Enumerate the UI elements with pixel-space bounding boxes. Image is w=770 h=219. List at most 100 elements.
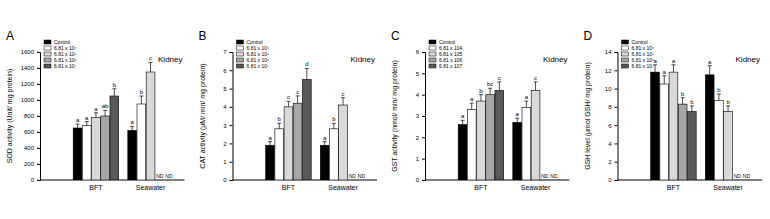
bar (339, 105, 348, 180)
missing-label: ND (358, 173, 366, 179)
tick-mark (615, 125, 618, 126)
significance-letter: b (140, 89, 144, 95)
significance-letter: a (525, 94, 529, 100)
bar (275, 129, 284, 180)
legend-swatch (237, 46, 244, 50)
missing-label: ND (734, 173, 742, 179)
tick-label: 4 (223, 104, 227, 110)
tick-mark (615, 162, 618, 163)
tick-label: 400 (24, 145, 35, 151)
panel-label: A (6, 29, 14, 43)
y-tick: 4 (608, 141, 617, 147)
error-bar (708, 66, 712, 75)
y-tick: 1 (416, 156, 425, 162)
bar (678, 104, 687, 180)
significance-letter: b (113, 82, 117, 88)
tick-label: 3 (416, 113, 420, 119)
tick-label: Seawater (136, 184, 166, 191)
annotation: Kidney (158, 55, 182, 64)
x-tick: Seawater (713, 180, 743, 191)
significance-letter: c (296, 89, 299, 95)
legend-label: 6.81 x 107 (439, 63, 463, 69)
error-bar (139, 96, 143, 104)
tick-label: Seawater (328, 184, 358, 191)
error-bar (305, 68, 309, 79)
y-tick: 0 (31, 177, 40, 183)
annotation: Kidney (736, 55, 760, 64)
significance-letter: ab (102, 103, 109, 109)
tick-label: 10 (605, 86, 612, 92)
tick-label: 6 (223, 68, 227, 74)
bar (110, 96, 119, 180)
tick-mark (230, 107, 233, 108)
panel: C0123456BFTSeawaterGST activity (nmol/ m… (391, 29, 570, 191)
significance-letter: a (131, 119, 135, 125)
x-tick: Seawater (521, 180, 551, 191)
tick-mark (422, 73, 425, 74)
legend-swatch (429, 64, 436, 68)
y-tick: 1200 (21, 81, 40, 87)
legend-swatch (622, 58, 629, 62)
error-bar (130, 126, 134, 130)
y-tick: 5 (223, 86, 232, 92)
tick-label: 1 (223, 159, 227, 165)
bar (266, 145, 275, 180)
tick-label: BFT (667, 184, 681, 191)
plot-area (266, 68, 348, 180)
error-bar (76, 124, 80, 128)
labels: aaababbNDbND (653, 58, 750, 179)
tick-mark (615, 89, 618, 90)
tick-label: 2 (416, 135, 420, 141)
bar (101, 116, 110, 180)
y-tick: 0 (416, 177, 425, 183)
y-tick: 6 (608, 123, 617, 129)
x-tick: BFT (667, 180, 681, 191)
bar (467, 110, 476, 180)
tick-mark (230, 143, 233, 144)
tick-mark (37, 84, 40, 85)
y-axis: 01234567 (223, 49, 233, 183)
x-axis: BFT Seawater (425, 180, 570, 191)
legend-swatch (622, 40, 629, 44)
plot-area (73, 62, 155, 180)
x-axis: BFT Seawater (233, 180, 378, 191)
bar (293, 103, 302, 180)
tick-mark (615, 70, 618, 71)
x-tick: BFT (282, 180, 296, 191)
significance-letter: b (479, 88, 483, 94)
y-tick: 2 (416, 135, 425, 141)
significance-letter: a (516, 111, 520, 117)
tick-label: 1000 (21, 97, 35, 103)
bar (486, 95, 495, 180)
y-tick: 0 (223, 177, 232, 183)
bar (477, 101, 486, 180)
tick-label: 0 (416, 177, 420, 183)
error-bar (497, 82, 501, 91)
tick-label: 5 (416, 71, 420, 77)
legend-swatch (237, 40, 244, 44)
tick-label: BFT (474, 184, 488, 191)
x-axis: BFT Seawater (618, 180, 763, 191)
missing-label: ND (165, 173, 173, 179)
y-axis-line (230, 53, 234, 181)
significance-letter: a (708, 59, 712, 65)
legend-swatch (622, 52, 629, 56)
error-bar (341, 98, 345, 105)
y-tick: 200 (24, 161, 40, 167)
legend-swatch (237, 52, 244, 56)
error-bar (112, 89, 116, 96)
legend: Control6.81 x 10⁴6.81 x 10⁵6.81 x 10⁶6.8… (622, 39, 655, 69)
y-tick: 1 (223, 159, 232, 165)
legend-label: 6.81 x 10⁷ (247, 63, 270, 69)
error-bar (534, 82, 538, 91)
legend-swatch (237, 64, 244, 68)
tick-label: 1400 (21, 65, 35, 71)
legend-swatch (44, 52, 51, 56)
x-tick: BFT (89, 180, 103, 191)
bar (458, 125, 467, 180)
missing-label: ND (743, 173, 751, 179)
bar (128, 130, 137, 180)
y-axis-title: SOD activity (Unit/ mg protein) (6, 69, 14, 164)
bar (82, 126, 91, 180)
y-tick: 4 (416, 92, 425, 98)
